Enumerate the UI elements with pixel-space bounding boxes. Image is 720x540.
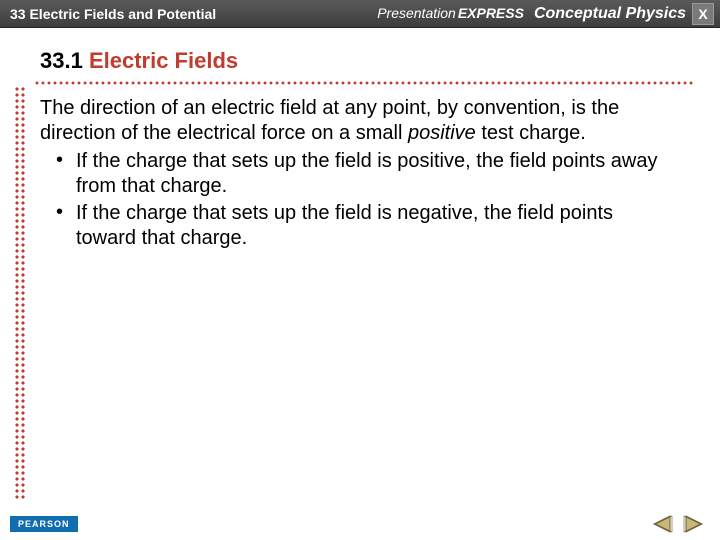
- chapter-title: Electric Fields and Potential: [29, 6, 216, 22]
- prev-arrow-icon: [648, 514, 674, 534]
- list-item: If the charge that sets up the field is …: [76, 148, 660, 200]
- slide-content: 33.1 Electric Fields The direction of an…: [0, 28, 720, 510]
- close-button[interactable]: X: [692, 3, 714, 25]
- bullet-list: If the charge that sets up the field is …: [40, 146, 660, 252]
- para-emphasis: positive: [408, 122, 476, 144]
- footer: PEARSON: [0, 510, 720, 540]
- list-item: If the charge that sets up the field is …: [76, 200, 660, 252]
- top-right: PresentationEXPRESS Conceptual Physics X: [377, 3, 720, 25]
- chapter-label: 33 Electric Fields and Potential: [0, 6, 216, 22]
- next-arrow-icon: [682, 514, 708, 534]
- close-icon: X: [698, 6, 707, 22]
- brand: PresentationEXPRESS Conceptual Physics: [377, 5, 686, 23]
- body-paragraph: The direction of an electric field at an…: [40, 86, 660, 252]
- next-button[interactable]: [680, 513, 710, 535]
- nav-controls: [646, 513, 710, 535]
- prev-button[interactable]: [646, 513, 676, 535]
- para-post: test charge.: [476, 122, 586, 144]
- section-heading: 33.1 Electric Fields: [40, 38, 692, 80]
- top-bar: 33 Electric Fields and Potential Present…: [0, 0, 720, 28]
- brand-book: Conceptual Physics: [534, 5, 686, 23]
- section-title: Electric Fields: [89, 48, 238, 73]
- chapter-number: 33: [10, 6, 26, 22]
- brand-express: EXPRESS: [458, 5, 524, 21]
- brand-pre: Presentation: [377, 5, 456, 21]
- section-number: 33.1: [40, 48, 83, 73]
- publisher-badge: PEARSON: [10, 516, 78, 532]
